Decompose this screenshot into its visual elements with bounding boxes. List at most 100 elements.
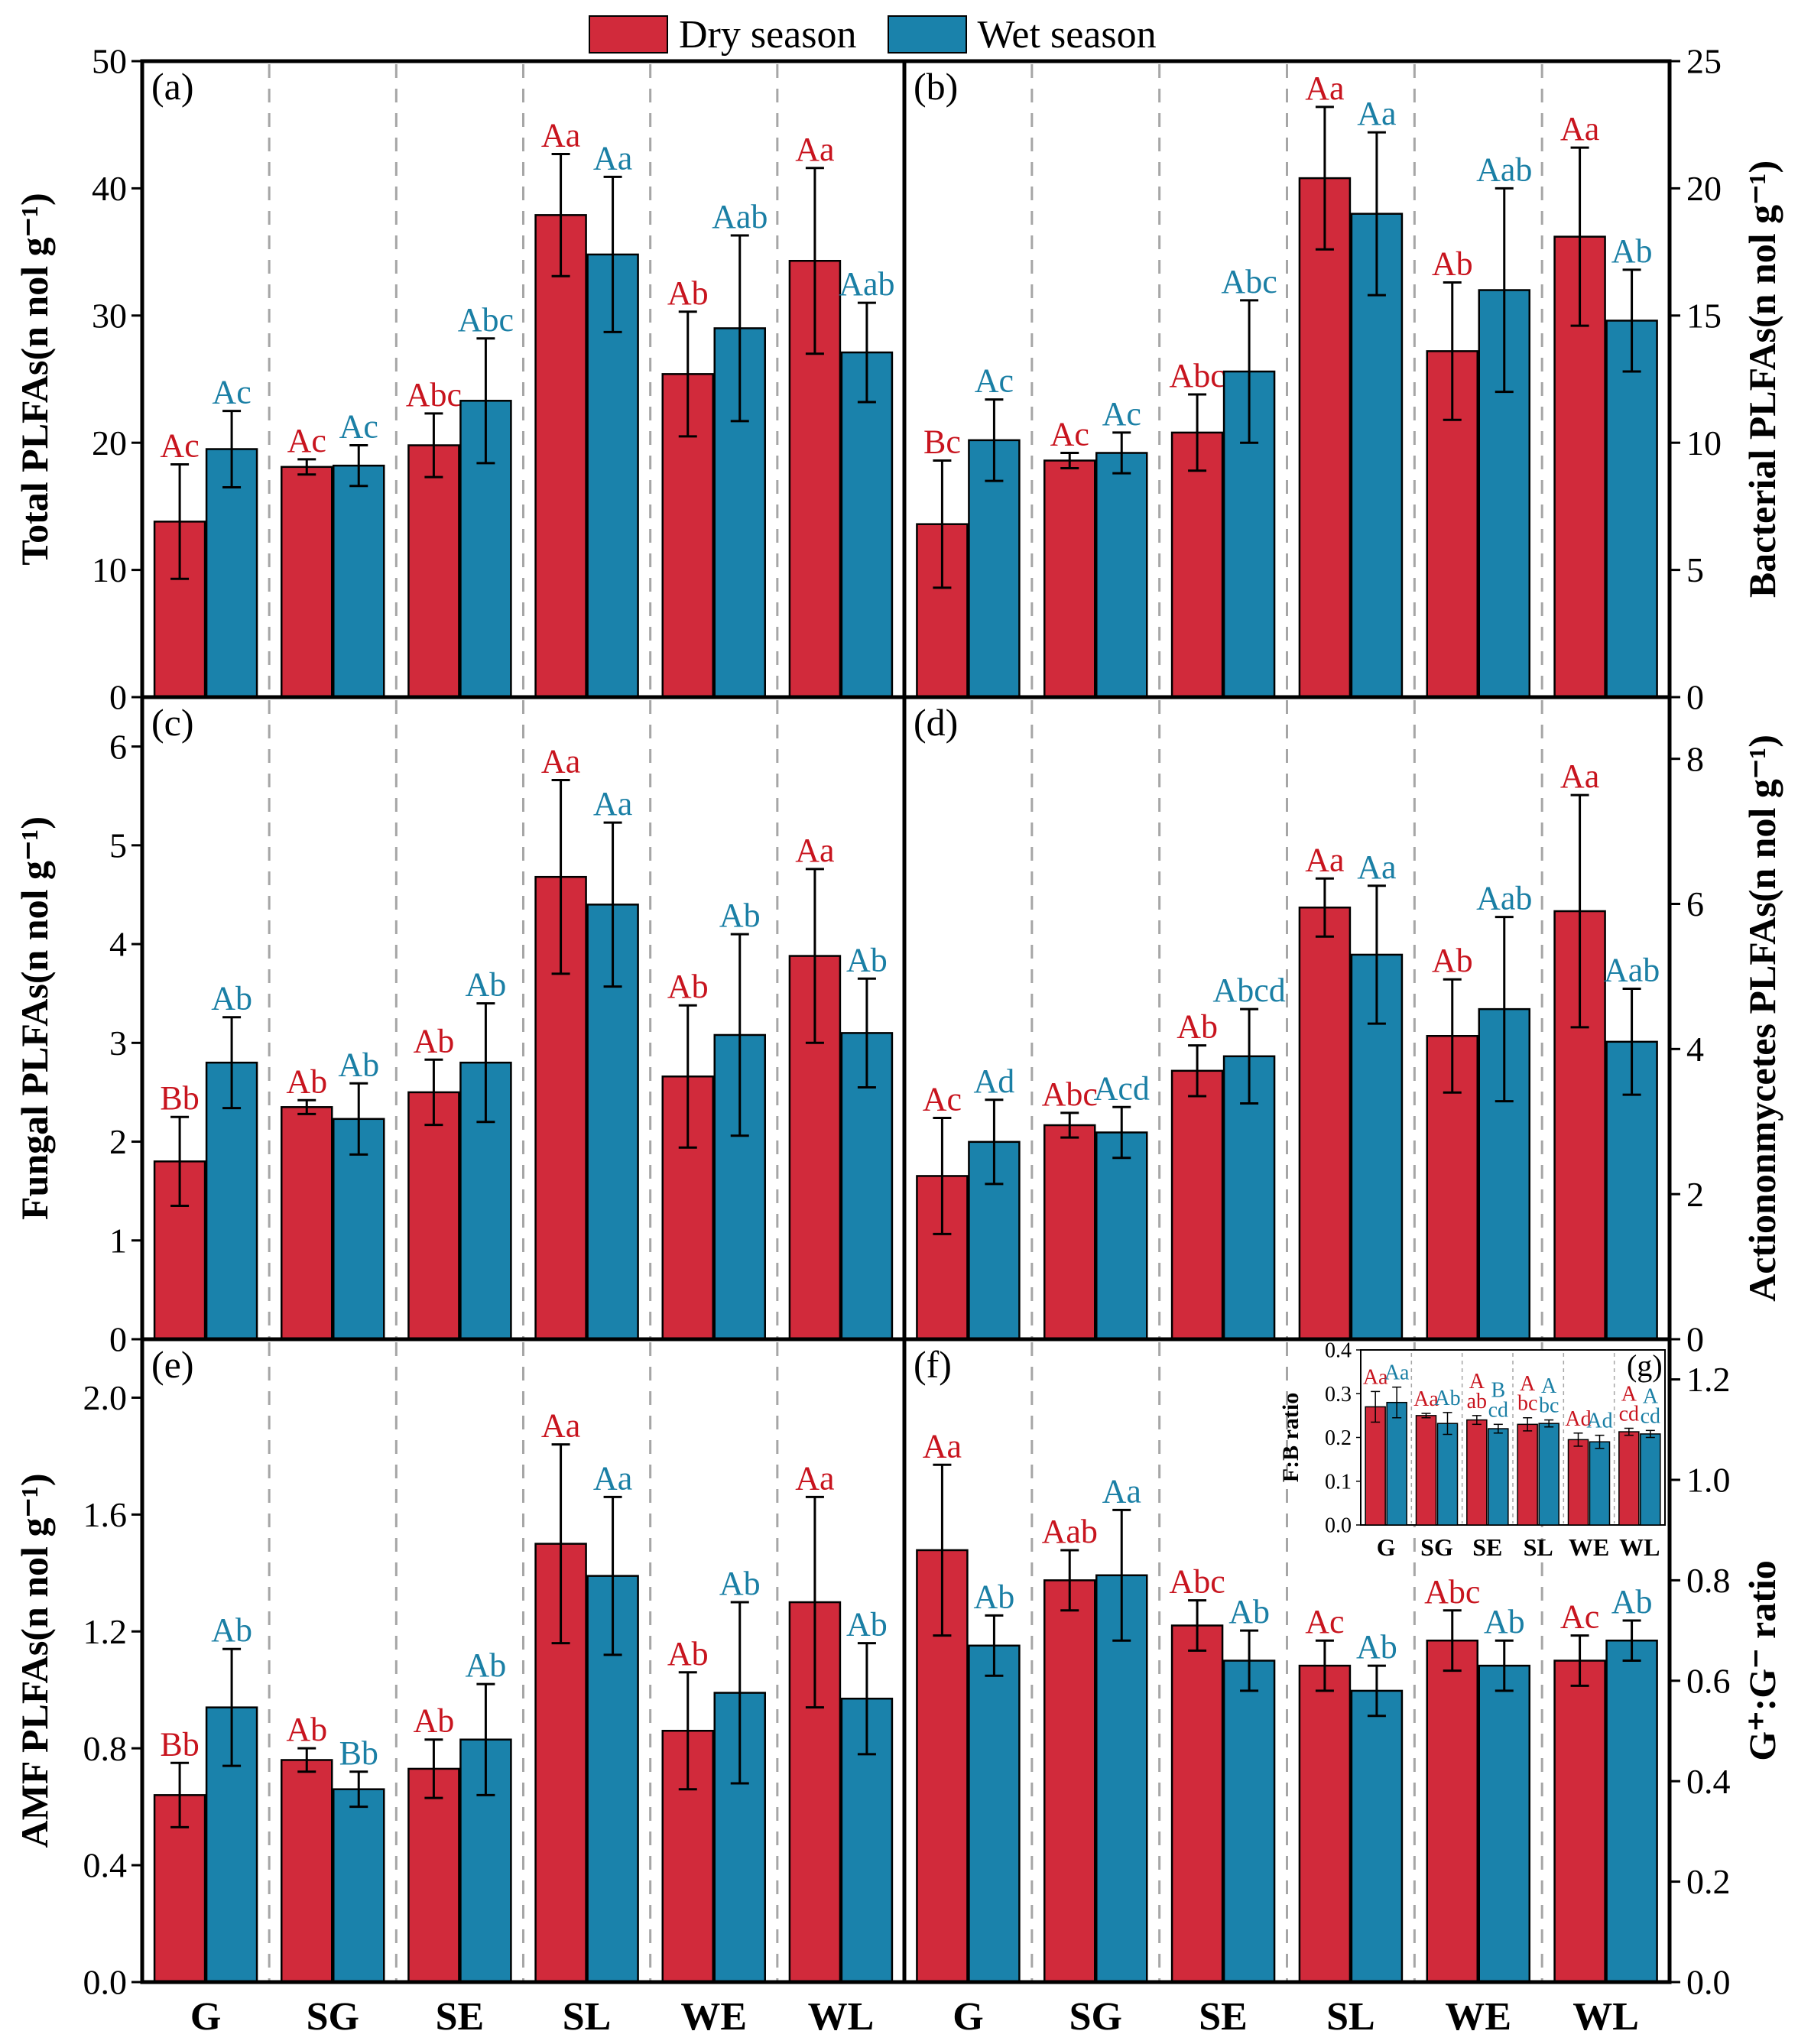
significance-letter: Ab <box>466 966 507 1004</box>
y-tick-label: 0.4 <box>1686 1762 1731 1801</box>
significance-letter: Ab <box>974 1578 1015 1615</box>
significance-letter: cd <box>1488 1398 1508 1422</box>
x-tick-label-f: SG <box>1069 1995 1122 2039</box>
significance-letter: bc <box>1517 1392 1537 1416</box>
y-tick-label: 15 <box>1686 296 1722 335</box>
bar-g-dry-SE <box>1466 1419 1488 1526</box>
significance-letter: bc <box>1539 1394 1559 1418</box>
y-tick-label: 3 <box>109 1024 127 1063</box>
significance-letter: Ab <box>1434 1387 1460 1410</box>
legend-item-wet: Wet season <box>887 12 1157 57</box>
y-tick-label: 0.8 <box>1686 1561 1731 1600</box>
bar-g-dry-WL <box>1618 1431 1640 1526</box>
bar-g-wet-SL <box>1538 1423 1559 1526</box>
y-tick-label: 25 <box>1686 42 1722 81</box>
bar-a-wet-G <box>205 448 258 699</box>
bar-a-dry-SL <box>534 214 587 699</box>
legend-swatch-wet <box>887 15 967 54</box>
significance-letter: Aa <box>1357 848 1396 886</box>
bar-d-dry-SG <box>1043 1124 1096 1341</box>
y-tick-label: 50 <box>92 42 127 81</box>
y-tick-label: 1 <box>109 1221 127 1260</box>
significance-letter: Abc <box>1169 1563 1225 1601</box>
y-tick-label: 0.1 <box>1325 1470 1352 1494</box>
y-tick-label: 5 <box>1686 550 1704 589</box>
significance-letter: Ac <box>1050 416 1089 453</box>
significance-letter: Ad <box>974 1063 1015 1100</box>
significance-letter: Aa <box>1363 1365 1388 1389</box>
significance-letter: cd <box>1641 1404 1660 1428</box>
x-tick-label-e: SG <box>307 1995 359 2039</box>
bar-e-wet-SG <box>333 1788 385 1984</box>
bar-g-dry-SL <box>1517 1423 1538 1526</box>
x-tick-label-f: SE <box>1199 1995 1248 2039</box>
x-tick-label-e: SE <box>436 1995 485 2039</box>
legend: Dry season Wet season <box>589 11 1157 58</box>
significance-letter: Aa <box>795 832 834 869</box>
significance-letter: Aa <box>1560 110 1599 148</box>
bar-c-dry-SE <box>407 1091 460 1341</box>
significance-letter: Aa <box>1384 1361 1410 1385</box>
significance-letter: Aa <box>593 785 632 822</box>
bar-f-wet-WL <box>1605 1639 1658 1984</box>
significance-letter: Bb <box>160 1079 199 1117</box>
significance-letter: Aa <box>593 139 632 177</box>
significance-letter: Aa <box>541 1407 580 1445</box>
bar-d-dry-SL <box>1298 907 1352 1341</box>
significance-letter: Ac <box>1102 395 1141 433</box>
y-tick-label: 5 <box>109 826 127 865</box>
significance-letter: Ab <box>846 941 888 978</box>
significance-letter: Ab <box>414 1702 455 1740</box>
panel-e: Bb Ab Ab Aa Ab Aa Ab Bb Ab Aa Ab Ab 0.0 0.4 0.8 1.2 1.6 2… <box>13 1342 894 2002</box>
bar-f-dry-SE <box>1170 1624 1224 1984</box>
panel-label: (g) <box>1627 1348 1663 1383</box>
inset-x-label: WL <box>1619 1533 1660 1561</box>
significance-letter: Aab <box>1604 952 1660 989</box>
x-tick-label-e: G <box>190 1995 221 2039</box>
significance-letter: B <box>1491 1379 1505 1403</box>
bar-b-dry-SE <box>1170 431 1224 699</box>
y-tick-label: 0 <box>1686 1320 1704 1359</box>
panel-f: AaAabAbcAcAbcAcAbAaAbAbAbAb0.00.20.40.60… <box>914 1342 1783 2002</box>
significance-letter: Ac <box>1305 1603 1344 1640</box>
y-tick-label: 10 <box>1686 423 1722 462</box>
significance-letter: ab <box>1467 1390 1487 1413</box>
significance-letter: Ab <box>719 897 761 934</box>
significance-letter: Aab <box>1476 151 1532 188</box>
y-tick-label: 4 <box>109 925 127 964</box>
panel-b: Bc Ac Abc Aa Ab Aa Ac Ac Abc Aa Aab Ab 0 5 10 15 20 25 (b)… <box>914 42 1783 717</box>
y-tick-label: 0.3 <box>1325 1383 1352 1406</box>
y-tick-label: 0.4 <box>1325 1339 1352 1363</box>
significance-letter: Ac <box>160 427 199 464</box>
significance-letter: Ab <box>466 1647 507 1684</box>
significance-letter: A <box>1541 1374 1557 1398</box>
bar-f-dry-SL <box>1298 1664 1352 1984</box>
x-tick-label-f: WL <box>1572 1995 1639 2039</box>
inset-x-label: SG <box>1420 1533 1453 1561</box>
y-tick-label: 2.0 <box>83 1378 128 1417</box>
significance-letter: Ab <box>667 274 709 312</box>
significance-letter: Ab <box>846 1606 888 1643</box>
bar-f-wet-SL <box>1350 1689 1404 1984</box>
significance-letter: cd <box>1619 1402 1639 1426</box>
y-axis-label-d: Actiononmycetes PLFAs(n nol g⁻¹) <box>1741 735 1783 1302</box>
significance-letter: A <box>1520 1372 1536 1396</box>
significance-letter: Ab <box>667 1635 709 1673</box>
inset-x-label: WE <box>1569 1533 1609 1561</box>
y-tick-label: 1.2 <box>1686 1360 1731 1399</box>
significance-letter: Abc <box>406 376 462 414</box>
y-tick-label: 6 <box>109 727 127 766</box>
significance-letter: Ab <box>414 1022 455 1059</box>
significance-letter: Acd <box>1094 1069 1150 1107</box>
significance-letter: Ab <box>1356 1628 1397 1666</box>
significance-letter: Aa <box>1413 1387 1439 1411</box>
x-tick-label-f: SL <box>1326 1995 1375 2039</box>
y-tick-label: 2 <box>109 1122 127 1161</box>
y-tick-label: 1.0 <box>1686 1461 1731 1500</box>
significance-letter: A <box>1643 1385 1659 1409</box>
y-tick-label: 0.0 <box>1686 1963 1731 2002</box>
significance-letter: Ab <box>1228 1593 1270 1630</box>
legend-label-wet: Wet season <box>977 12 1157 57</box>
inset-x-label: G <box>1377 1533 1396 1561</box>
bar-d-dry-SE <box>1170 1069 1224 1341</box>
